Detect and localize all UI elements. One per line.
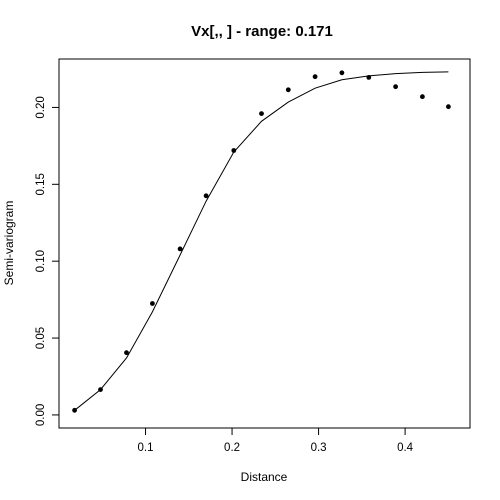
data-point [150, 301, 155, 306]
data-point [259, 111, 264, 116]
data-point [420, 94, 425, 100]
data-point [285, 87, 291, 93]
data-point [339, 70, 345, 76]
y-axis: 0.00 0.05 0.10 0.15 0.20 [35, 96, 59, 426]
x-axis-label: Distance [241, 470, 288, 484]
data-point [366, 75, 372, 80]
x-axis: 0.1 0.2 0.3 0.4 [138, 428, 414, 454]
data-point [72, 407, 77, 413]
y-axis-label: Semi-variogram [2, 201, 16, 286]
data-point [446, 104, 451, 110]
x-tick-label: 0.4 [397, 442, 414, 454]
y-tick-label: 0.20 [35, 96, 47, 118]
chart-title: Vx[,, ] - range: 0.171 [191, 23, 333, 40]
data-point [231, 148, 237, 153]
data-point [98, 387, 103, 392]
data-point [393, 84, 398, 90]
data-point [177, 246, 183, 252]
x-tick-label: 0.1 [138, 442, 154, 454]
data-point [312, 74, 318, 80]
fitted-curve [74, 71, 449, 411]
y-tick-label: 0.15 [35, 173, 47, 195]
y-tick-label: 0.00 [35, 404, 47, 426]
x-tick-label: 0.3 [311, 442, 327, 454]
data-point [124, 350, 129, 356]
data-point [203, 193, 209, 199]
y-tick-label: 0.10 [35, 250, 47, 272]
fitted-variogram-line [74, 71, 449, 411]
empirical-variogram-points [72, 70, 451, 413]
x-tick-label: 0.2 [224, 442, 240, 454]
plot-frame [58, 58, 471, 429]
y-tick-label: 0.05 [35, 327, 47, 349]
